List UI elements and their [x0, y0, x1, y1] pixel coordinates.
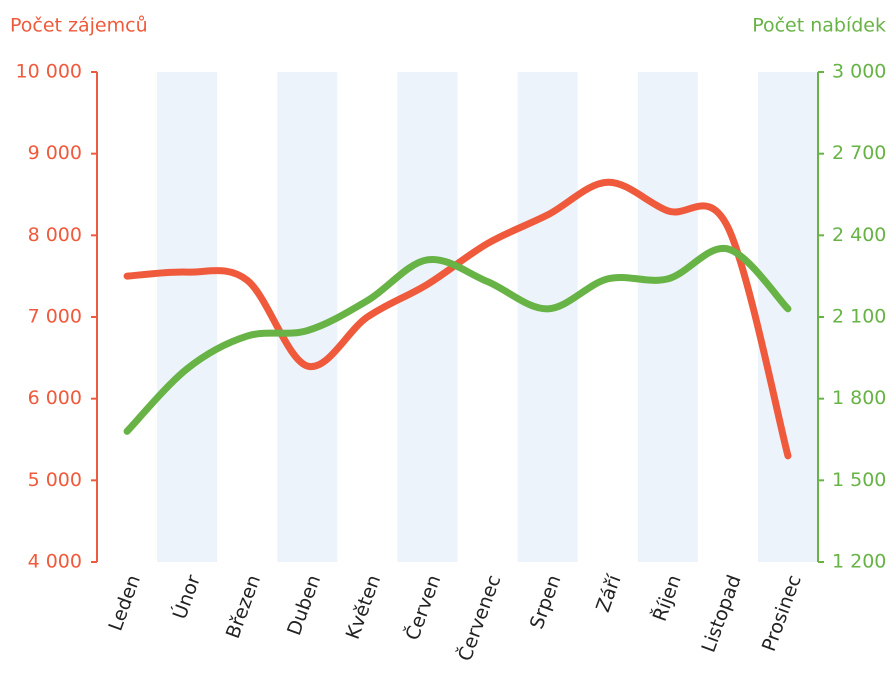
y2-tick-label: 1 500: [832, 469, 886, 491]
band: [277, 72, 338, 562]
x-tick-label: Listopad: [697, 572, 745, 655]
x-tick-label: Březen: [222, 572, 265, 641]
x-tick-label: Červen: [400, 571, 446, 643]
y2-tick-label: 2 100: [832, 306, 886, 328]
x-tick-label: Leden: [104, 572, 144, 634]
y-tick-label: 8 000: [28, 224, 82, 246]
band: [517, 72, 578, 562]
x-tick-label: Červenec: [452, 571, 505, 664]
y2-tick-label: 2 400: [832, 224, 886, 246]
x-tick-label: Květen: [342, 572, 385, 642]
series-line: [123, 244, 792, 435]
band: [397, 72, 458, 562]
x-tick-label: Září: [592, 571, 626, 615]
y2-tick-label: 1 800: [832, 387, 886, 409]
x-tick-label: Duben: [283, 572, 325, 638]
y-tick-label: 10 000: [16, 61, 82, 83]
band: [637, 72, 698, 562]
y2-tick-label: 3 000: [832, 61, 886, 83]
y-tick-label: 6 000: [28, 387, 82, 409]
y-tick-label: 9 000: [28, 142, 82, 164]
y-tick-label: 7 000: [28, 306, 82, 328]
y-tick-label: 4 000: [28, 551, 82, 573]
x-tick-label: Říjen: [648, 572, 686, 625]
y-tick-label: 5 000: [28, 469, 82, 491]
x-tick-label: Únor: [167, 571, 205, 622]
series-line: [123, 178, 792, 460]
x-tick-label: Srpen: [526, 572, 566, 632]
band: [157, 72, 218, 562]
bands: [157, 72, 818, 562]
y2-axis-title: Počet nabídek: [752, 15, 886, 37]
y2-tick-label: 2 700: [832, 142, 886, 164]
y-axis-title: Počet zájemců: [10, 15, 148, 37]
x-tick-label: Prosinec: [758, 572, 806, 654]
y2-tick-label: 1 200: [832, 551, 886, 573]
band: [757, 72, 818, 562]
